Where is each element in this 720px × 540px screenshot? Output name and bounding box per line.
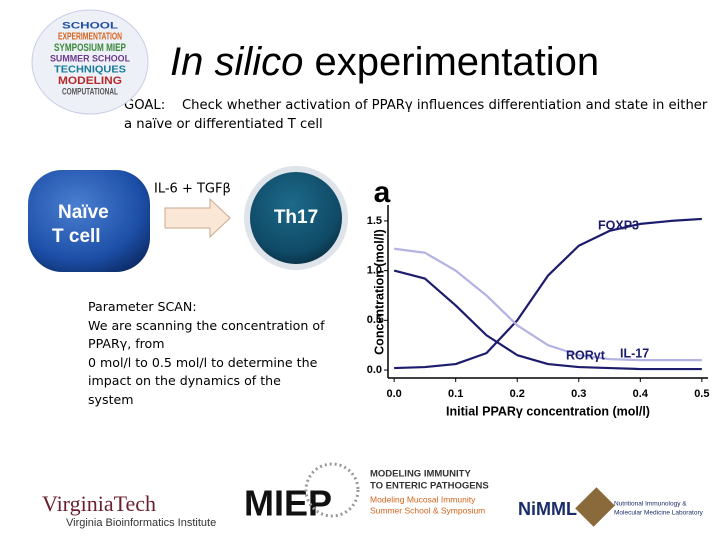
- miep-logo: MIEP: [244, 483, 332, 524]
- nimml-sub: Nutritional Immunology &: [614, 501, 687, 508]
- footer: VirginiaTech Virginia Bioinformatics Ins…: [42, 462, 704, 529]
- x-tick-label: 0.4: [633, 388, 649, 400]
- panel-label: a: [374, 176, 391, 209]
- x-axis-label: Initial PPARγ concentration (mol/l): [446, 404, 650, 418]
- y-tick-label: 0.0: [367, 364, 382, 376]
- miep-title: TO ENTERIC PATHOGENS: [370, 481, 489, 492]
- vt-logo: VirginiaTech: [42, 491, 156, 516]
- title-rest: experimentation: [314, 40, 600, 84]
- logo-word: TECHNIQUES: [54, 65, 126, 76]
- line-series: [394, 247, 702, 362]
- line-series: [394, 217, 702, 370]
- goal-label: GOAL:: [124, 98, 166, 113]
- series-label: IL-17: [620, 346, 649, 360]
- logo-word: SYMPOSIUM MIEP: [54, 42, 126, 54]
- y-tick-label: 1.0: [367, 265, 382, 277]
- scan-line: We are scanning the concentration of: [88, 317, 325, 333]
- title-italic: In silico: [170, 40, 304, 84]
- scan-line: Parameter SCAN:: [88, 299, 197, 314]
- x-tick-label: 0.0: [387, 388, 402, 400]
- nimml-logo: NiMML: [518, 499, 577, 519]
- miep-sub: Summer School & Symposium: [370, 505, 485, 515]
- arrow-label: IL-6 + TGFβ: [154, 182, 231, 197]
- goal: GOAL: Check whether activation of PPARγ …: [124, 96, 716, 134]
- y-tick-label: 1.5: [367, 215, 382, 227]
- th17-cell: [250, 172, 342, 264]
- naive-cell: [28, 170, 150, 272]
- nimml-sub: Molecular Medicine Laboratory: [614, 510, 704, 517]
- arrow: [164, 197, 231, 239]
- logo-word: SCHOOL: [62, 20, 119, 30]
- x-tick-label: 0.3: [571, 388, 586, 400]
- x-tick-label: 0.5: [694, 388, 709, 400]
- cell-label: Naïve: [58, 202, 109, 223]
- nimml-icon: [575, 487, 615, 527]
- logo-word: SUMMER SCHOOL: [50, 53, 130, 63]
- logo-word: EXPERIMENTATION: [58, 32, 122, 43]
- x-tick-label: 0.1: [448, 388, 463, 400]
- cell-label: T cell: [52, 226, 101, 247]
- goal-text: Check whether activation of PPARγ influe…: [124, 98, 708, 132]
- cell-label: Th17: [274, 207, 318, 228]
- scan-line: 0 mol/l to 0.5 mol/l to determine the: [88, 354, 318, 370]
- scan-line: PPARγ, from: [88, 336, 165, 351]
- logo-circle: [31, 9, 149, 115]
- vbi: Virginia Bioinformatics Institute: [66, 517, 216, 529]
- scan-line: system: [88, 391, 134, 407]
- series-label: FOXP3: [598, 218, 639, 232]
- y-tick-label: 0.5: [367, 314, 382, 326]
- series-label: RORγt: [566, 348, 606, 362]
- y-axis-label: Concentration (mol/l): [372, 229, 386, 355]
- miep-title: MODELING IMMUNITY: [370, 469, 471, 480]
- x-tick-label: 0.2: [510, 388, 525, 400]
- miep-sub: Modeling Mucosal Immunity: [370, 494, 476, 504]
- parameter-scan: Parameter SCAN: We are scanning the conce…: [88, 298, 325, 409]
- logo-word: MODELING: [58, 75, 122, 87]
- slide-title: In silico experimentation: [170, 40, 599, 85]
- logo-word: COMPUTATIONAL: [62, 86, 118, 96]
- miep-dots: [304, 462, 360, 518]
- line-series: [393, 269, 702, 371]
- scan-line: impact on the dynamics of the: [88, 373, 281, 388]
